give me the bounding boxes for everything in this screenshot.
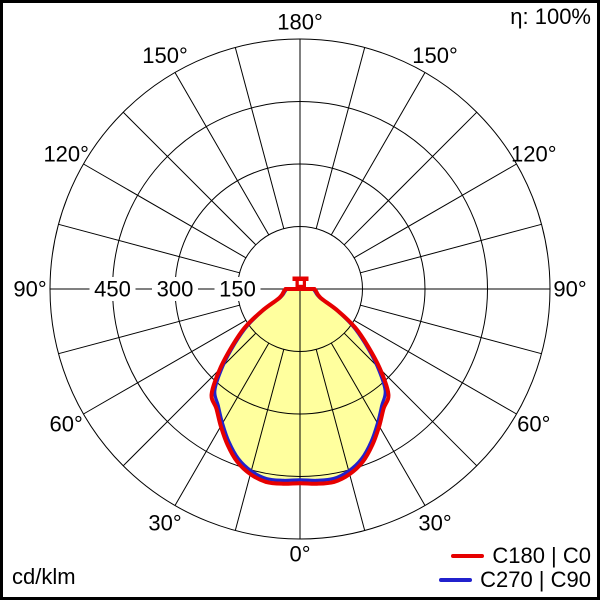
angle-label: 30° <box>148 511 181 536</box>
ring-label: 300 <box>157 277 194 302</box>
legend-item-c0: C180 | C0 <box>451 544 591 567</box>
luminaire-marker <box>292 276 309 281</box>
grid-spoke <box>83 163 247 259</box>
ring-label: 150 <box>219 277 256 302</box>
ring-label-mask <box>89 277 136 301</box>
angle-label: 120° <box>43 142 89 167</box>
angle-label: 0° <box>289 542 310 567</box>
angle-label: 150° <box>142 43 188 68</box>
angle-label: 90° <box>553 277 586 302</box>
efficiency-label: η: 100% <box>510 4 591 29</box>
grid-spoke <box>122 332 257 467</box>
legend-label-c0: C180 | C0 <box>492 543 591 568</box>
ring-label-mask <box>214 277 261 301</box>
grid-spoke <box>234 47 285 229</box>
grid-spoke <box>360 304 542 355</box>
grid-spoke <box>234 349 285 531</box>
angle-label: 150° <box>412 43 458 68</box>
grid-spoke <box>330 72 426 236</box>
angle-label: 90° <box>13 277 46 302</box>
grid-spoke <box>174 72 270 236</box>
angle-label: 60° <box>50 412 83 437</box>
grid-spoke <box>58 223 240 274</box>
angle-label: 60° <box>517 412 550 437</box>
c0-curve <box>209 287 391 486</box>
unit-label: cd/klm <box>12 564 76 589</box>
grid-spoke <box>343 111 478 246</box>
angle-label: 30° <box>418 511 451 536</box>
ring-label-mask <box>152 277 198 301</box>
legend: C180 | C0 C270 | C90 <box>439 544 591 591</box>
grid-spoke <box>353 319 517 415</box>
luminaire-marker-hole <box>298 281 303 285</box>
grid-spoke <box>360 223 542 274</box>
legend-item-c90: C270 | C90 <box>439 568 591 591</box>
c0-line-swatch <box>451 553 485 558</box>
c90-line-swatch <box>439 577 473 582</box>
grid-spoke <box>353 163 517 259</box>
grid-spoke <box>343 332 478 467</box>
angle-label: 120° <box>511 142 557 167</box>
ring-label: 450 <box>94 277 131 302</box>
legend-label-c90: C270 | C90 <box>480 567 591 592</box>
grid-spoke <box>58 304 240 355</box>
grid-spoke <box>122 111 257 246</box>
grid-spoke <box>315 47 366 229</box>
grid-spoke <box>315 349 366 531</box>
angle-label: 180° <box>277 10 323 35</box>
grid-spoke <box>83 319 247 415</box>
